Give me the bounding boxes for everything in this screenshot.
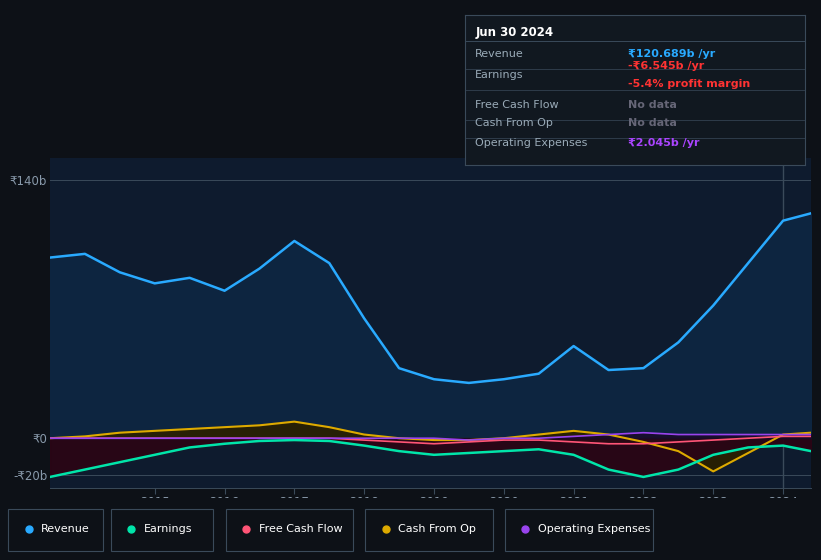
Text: Free Cash Flow: Free Cash Flow: [259, 524, 342, 534]
Text: Earnings: Earnings: [475, 70, 524, 80]
Text: Operating Expenses: Operating Expenses: [475, 138, 588, 147]
Text: Cash From Op: Cash From Op: [398, 524, 476, 534]
Text: No data: No data: [628, 118, 677, 128]
Text: Cash From Op: Cash From Op: [475, 118, 553, 128]
Text: ₹2.045b /yr: ₹2.045b /yr: [628, 138, 699, 147]
Bar: [111, 509, 213, 551]
Text: Revenue: Revenue: [41, 524, 89, 534]
Bar: [226, 509, 353, 551]
Text: ₹120.689b /yr: ₹120.689b /yr: [628, 49, 715, 59]
Bar: [505, 509, 653, 551]
Bar: [365, 509, 493, 551]
Text: No data: No data: [628, 100, 677, 110]
Text: -5.4% profit margin: -5.4% profit margin: [628, 79, 750, 89]
Text: Free Cash Flow: Free Cash Flow: [475, 100, 559, 110]
Text: -₹6.545b /yr: -₹6.545b /yr: [628, 61, 704, 71]
Text: Earnings: Earnings: [144, 524, 192, 534]
Text: Revenue: Revenue: [475, 49, 524, 59]
Text: Jun 30 2024: Jun 30 2024: [475, 26, 553, 39]
Text: Operating Expenses: Operating Expenses: [538, 524, 650, 534]
Bar: [8, 509, 103, 551]
